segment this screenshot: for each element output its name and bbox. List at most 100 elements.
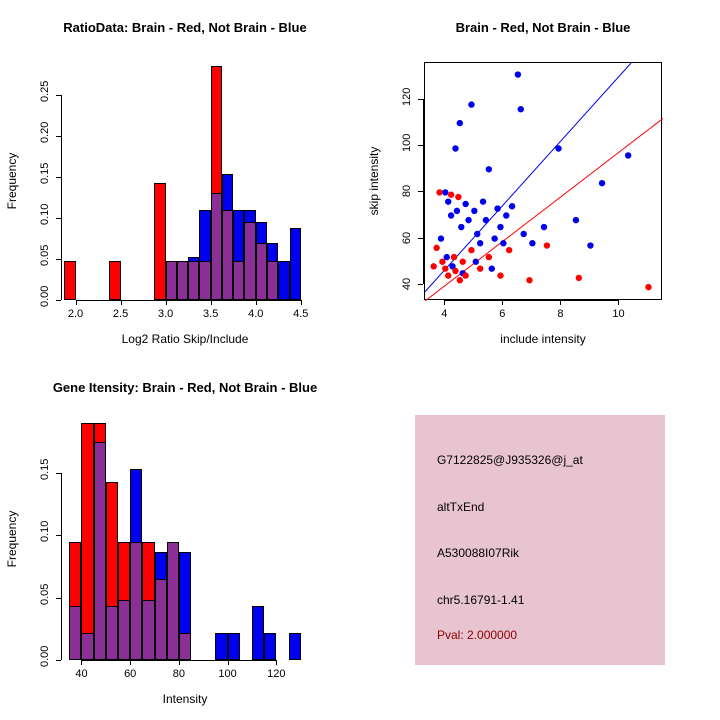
brain-fit-line <box>424 118 664 302</box>
y-tick <box>56 473 61 475</box>
hist-bar <box>109 260 121 300</box>
y-tick <box>418 98 423 100</box>
x-tick-label: 40 <box>75 668 88 680</box>
x-axis-label: Log2 Ratio Skip/Include <box>121 332 249 346</box>
data-point-blue <box>491 235 498 242</box>
x-tick <box>75 300 77 305</box>
y-tick <box>418 145 423 147</box>
y-tick <box>56 300 61 301</box>
data-point-blue <box>449 263 456 270</box>
x-tick-label: 4 <box>441 308 448 320</box>
gene-symbol-text: A530088I07Rik <box>437 546 520 560</box>
x-axis <box>75 300 301 301</box>
data-point-red <box>450 253 458 261</box>
data-point-blue <box>587 242 594 249</box>
data-point-red <box>543 242 551 249</box>
x-tick-label: 10 <box>612 308 625 320</box>
data-point-red <box>476 265 484 272</box>
y-tick-label: 0.05 <box>39 244 51 266</box>
plot-area <box>424 62 664 302</box>
y-tick-label: 0.10 <box>39 520 51 543</box>
y-axis-label: Frequency <box>5 152 19 210</box>
x-tick-label: 60 <box>124 668 137 680</box>
data-point-red <box>455 193 462 201</box>
y-tick-label: 80 <box>401 185 413 198</box>
x-tick <box>300 300 302 305</box>
hist-bar <box>251 606 265 660</box>
data-point-blue <box>508 203 516 210</box>
event-type-text: altTxEnd <box>437 500 485 514</box>
data-point-blue <box>443 253 450 261</box>
data-point-blue <box>497 223 504 231</box>
x-axis-label: include intensity <box>500 332 586 346</box>
locus-text: chr5.16791-1.41 <box>437 593 525 607</box>
data-point-blue <box>474 230 481 238</box>
data-point-red <box>575 274 583 282</box>
data-point-blue <box>437 235 445 242</box>
x-tick-label: 100 <box>218 668 237 680</box>
y-tick-label: 100 <box>401 133 413 153</box>
data-point-blue <box>442 189 449 196</box>
chart-title: RatioData: Brain - Red, Not Brain - Blue <box>63 20 307 35</box>
y-tick <box>418 283 423 285</box>
data-point-blue <box>572 216 580 224</box>
hist-bar <box>278 260 290 300</box>
data-point-red <box>452 267 459 275</box>
data-point-blue <box>555 145 562 152</box>
x-tick <box>81 660 83 665</box>
hist-bar-overlap <box>93 441 106 660</box>
data-point-red <box>439 258 446 265</box>
hist-bar-overlap <box>178 632 192 660</box>
hist-bar-overlap <box>233 260 245 300</box>
data-point-blue <box>514 71 522 78</box>
hist-bar-overlap <box>221 209 234 300</box>
x-tick <box>120 300 122 305</box>
x-tick-label: 120 <box>267 668 286 680</box>
x-tick-label: 8 <box>557 308 564 320</box>
x-tick <box>165 300 167 305</box>
pval-text: Pval: 2.000000 <box>437 628 518 642</box>
y-axis <box>61 473 62 660</box>
not-brain-fit-line <box>424 62 632 293</box>
y-tick <box>56 135 61 137</box>
data-point-blue <box>624 152 632 159</box>
data-point-red <box>459 258 466 265</box>
data-point-blue <box>520 230 527 238</box>
hist-bar-overlap <box>255 242 267 300</box>
data-point-blue <box>471 207 478 215</box>
x-tick-label: 3.0 <box>157 308 174 320</box>
data-point-blue <box>453 207 461 215</box>
hist-bar <box>64 260 76 300</box>
data-point-blue <box>503 212 510 219</box>
y-tick-label: 0.15 <box>39 162 51 184</box>
data-point-blue <box>458 223 465 231</box>
x-tick <box>502 300 504 305</box>
hist-bar-overlap <box>81 632 94 660</box>
data-point-red <box>447 191 455 198</box>
x-tick <box>618 300 620 305</box>
data-point-red <box>430 263 437 270</box>
y-tick-label: 0.10 <box>39 203 51 225</box>
ratio-histogram-panel: 2.0 2.5 3.0 3.5 4.0 4.5 0.00 0.05 0.10 0.15 0.20 0.… <box>0 0 360 360</box>
data-point-blue <box>447 212 455 219</box>
x-tick <box>227 660 229 665</box>
data-point-red <box>526 277 533 284</box>
data-point-red <box>462 272 469 279</box>
hist-bar <box>288 632 301 660</box>
x-tick <box>255 300 257 305</box>
x-tick <box>130 660 132 665</box>
x-tick-label: 3.5 <box>203 308 219 320</box>
data-point-blue <box>485 166 493 173</box>
y-axis <box>423 98 424 284</box>
y-tick <box>56 597 61 599</box>
data-point-red <box>468 246 475 254</box>
x-tick <box>210 300 212 305</box>
hist-bar-overlap <box>267 260 279 300</box>
hist-bar-overlap <box>188 260 200 300</box>
hist-bar <box>289 227 301 300</box>
y-tick-label: 0.20 <box>39 121 51 143</box>
probe-id-text: G7122825@J935326@j_at <box>437 453 583 467</box>
y-tick <box>56 535 61 537</box>
x-axis-label: Intensity <box>162 692 208 706</box>
